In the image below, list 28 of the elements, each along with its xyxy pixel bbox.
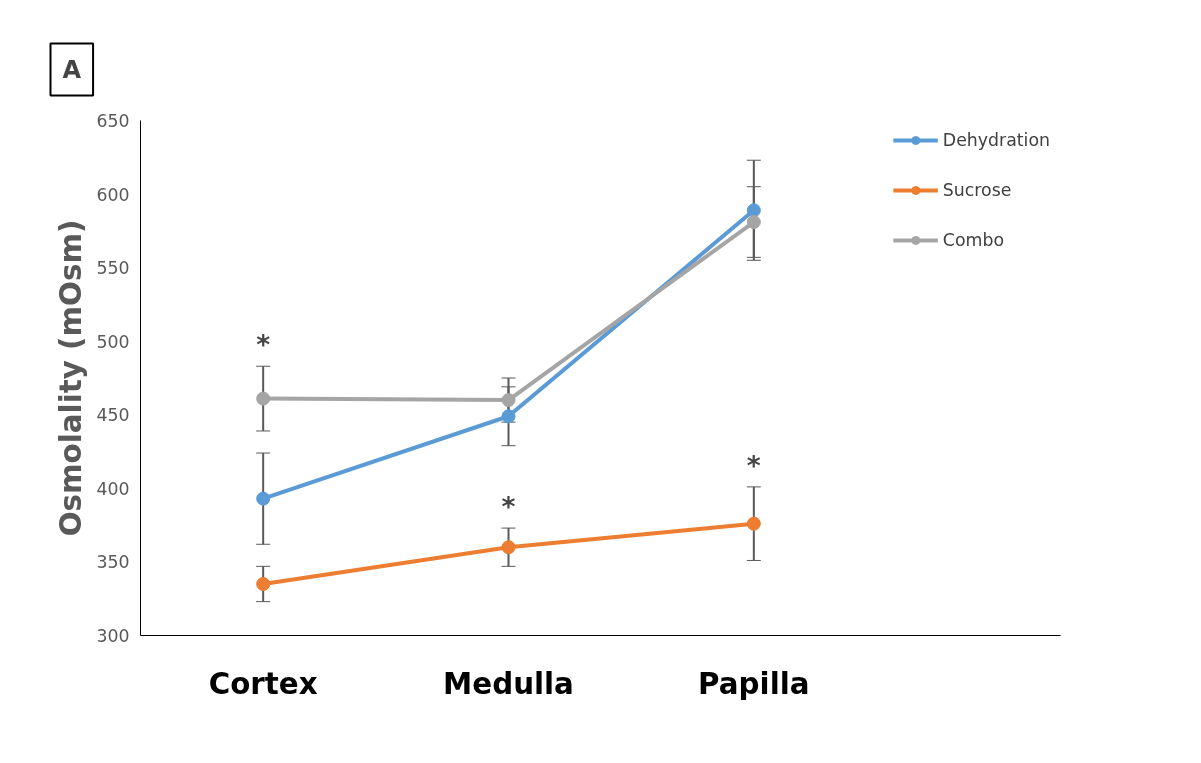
y-tick-label: 450	[96, 405, 130, 426]
y-tick-label: 650	[96, 111, 130, 131]
x-tick-label: Papilla	[698, 666, 810, 701]
point	[746, 516, 761, 531]
point	[746, 215, 761, 230]
x-tick-label: Cortex	[208, 666, 318, 701]
point	[746, 203, 761, 218]
y-tick-label: 400	[96, 478, 130, 499]
legend-label: Combo	[942, 230, 1004, 250]
legend-label: Sucrose	[942, 180, 1012, 200]
y-tick-label: 350	[96, 552, 130, 573]
point	[256, 577, 271, 591]
y-axis-title: Osmolality (mOsm)	[54, 219, 89, 537]
point	[501, 540, 516, 555]
annotation: *	[256, 329, 271, 361]
x-tick-label: Medulla	[443, 666, 574, 701]
y-tick-label: 500	[96, 331, 130, 352]
point	[501, 409, 516, 424]
point	[256, 491, 271, 506]
point	[501, 393, 516, 408]
annotation: *	[501, 491, 516, 523]
y-tick-label: 600	[96, 184, 130, 205]
legend-label: Dehydration	[942, 130, 1050, 150]
y-tick-label: 300	[96, 626, 130, 646]
point	[256, 391, 271, 406]
annotation: *	[746, 449, 761, 481]
y-tick-label: 550	[96, 258, 130, 279]
text: A	[62, 55, 82, 84]
